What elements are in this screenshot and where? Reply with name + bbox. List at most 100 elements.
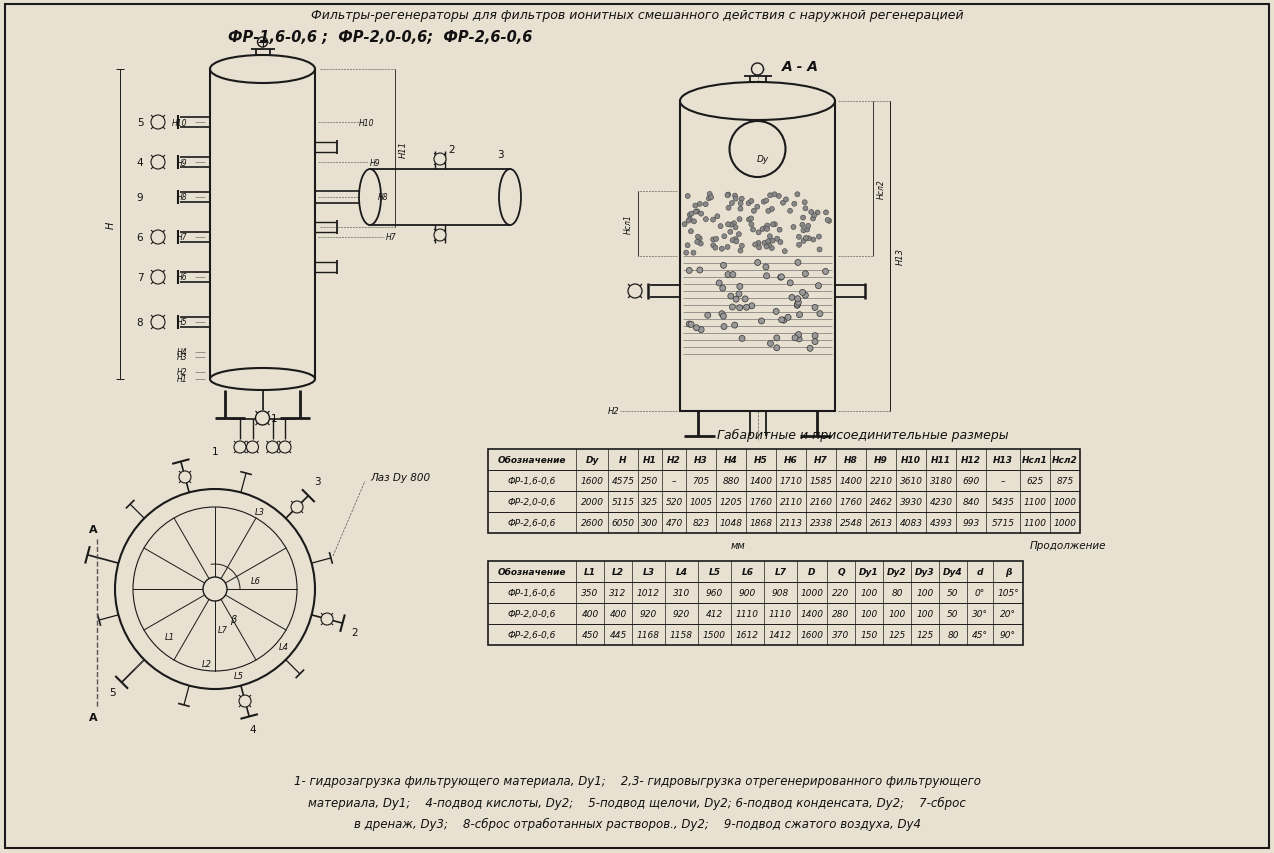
Circle shape [796,243,801,248]
Circle shape [755,230,761,235]
Text: 1: 1 [211,446,218,456]
Text: H9: H9 [874,456,888,464]
Text: D: D [808,567,815,577]
Circle shape [719,224,724,229]
Text: H8: H8 [176,194,187,202]
Circle shape [755,241,761,247]
Text: 2600: 2600 [581,519,604,527]
Circle shape [817,235,822,240]
Text: 1400: 1400 [800,609,823,618]
Text: 520: 520 [665,497,683,507]
Circle shape [738,249,743,254]
Text: H8: H8 [377,194,389,202]
Text: 1000: 1000 [800,589,823,597]
Circle shape [696,235,701,240]
Circle shape [708,195,713,200]
Circle shape [434,154,446,165]
Circle shape [823,211,828,216]
Text: 2338: 2338 [809,519,832,527]
Circle shape [761,227,766,232]
Circle shape [777,275,784,281]
Text: L4: L4 [279,642,289,652]
Circle shape [789,295,795,301]
Text: 2613: 2613 [869,519,893,527]
Circle shape [773,345,780,351]
Text: 100: 100 [916,609,934,618]
Text: 325: 325 [641,497,659,507]
Circle shape [711,218,716,223]
Circle shape [796,235,801,240]
Text: ФР-2,0-0,6: ФР-2,0-0,6 [508,497,557,507]
Text: 310: 310 [673,589,691,597]
Text: 1110: 1110 [769,609,792,618]
Circle shape [733,225,738,230]
Circle shape [764,245,769,250]
Circle shape [727,230,733,235]
Text: 8: 8 [136,317,143,328]
Circle shape [733,297,739,303]
Circle shape [725,272,731,278]
Circle shape [115,490,315,689]
Circle shape [698,212,703,217]
Text: 5435: 5435 [991,497,1014,507]
Text: 4: 4 [250,724,256,734]
Circle shape [794,303,800,309]
Circle shape [763,274,769,280]
Text: 1012: 1012 [637,589,660,597]
Circle shape [687,213,692,218]
Text: 3: 3 [497,150,503,160]
Text: 0°: 0° [975,589,985,597]
Circle shape [739,244,744,249]
Circle shape [792,202,796,207]
Circle shape [721,263,726,269]
Text: 1500: 1500 [703,630,726,639]
Text: L5: L5 [708,567,721,577]
Text: 920: 920 [673,609,691,618]
Text: Нсл2: Нсл2 [877,179,885,199]
Text: 1760: 1760 [749,497,772,507]
Text: H9: H9 [369,159,381,167]
Circle shape [711,243,716,248]
Circle shape [812,339,818,345]
Circle shape [795,302,800,308]
Text: 880: 880 [722,477,740,485]
Text: 1600: 1600 [800,630,823,639]
Circle shape [803,200,808,206]
Circle shape [776,194,781,200]
Text: ФР-2,6-0,6: ФР-2,6-0,6 [508,630,557,639]
Text: 5: 5 [136,118,143,128]
Text: Dy2: Dy2 [887,567,907,577]
Circle shape [685,219,691,223]
Circle shape [771,239,775,244]
Text: 50: 50 [948,609,959,618]
Circle shape [787,281,794,287]
Circle shape [775,237,780,242]
Text: 80: 80 [892,589,903,597]
Circle shape [772,223,777,228]
Text: 3610: 3610 [899,477,922,485]
Circle shape [749,200,754,204]
Text: L2: L2 [612,567,624,577]
Circle shape [706,197,711,201]
Circle shape [804,236,809,241]
Circle shape [767,243,772,248]
Text: 150: 150 [860,630,878,639]
Text: H13: H13 [896,248,905,265]
Text: L4: L4 [675,567,688,577]
Circle shape [736,305,743,311]
Circle shape [703,218,708,223]
Text: 2: 2 [352,627,358,637]
Circle shape [697,202,702,207]
Circle shape [266,442,279,454]
Circle shape [321,613,333,625]
Text: ФР-1,6-0,6: ФР-1,6-0,6 [508,589,557,597]
Text: 30°: 30° [972,609,989,618]
Circle shape [781,318,787,324]
Text: H2: H2 [176,368,187,377]
Text: ФР-2,0-0,6: ФР-2,0-0,6 [508,609,557,618]
Circle shape [685,194,691,200]
Circle shape [754,205,759,210]
Circle shape [827,219,832,224]
Text: 1710: 1710 [780,477,803,485]
Circle shape [795,193,800,198]
